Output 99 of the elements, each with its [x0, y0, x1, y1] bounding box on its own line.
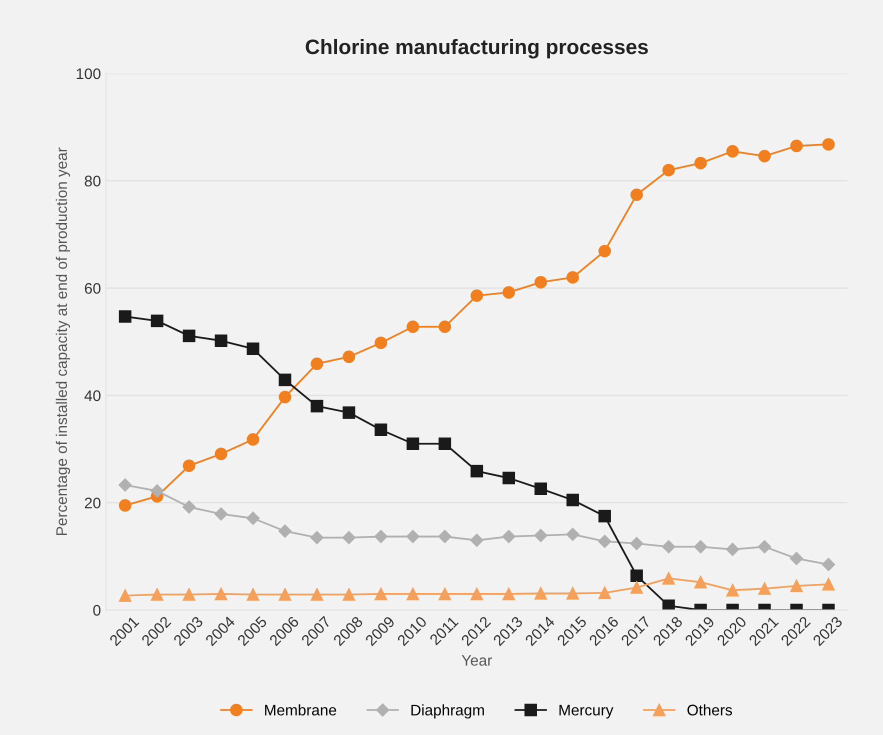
point	[150, 314, 164, 328]
point	[790, 580, 803, 592]
point	[758, 150, 771, 162]
y-tick-label: 80	[84, 176, 101, 186]
point	[694, 156, 707, 170]
legend-label: Diaphragm	[411, 704, 484, 719]
point	[822, 578, 835, 591]
point	[502, 472, 516, 484]
point	[662, 600, 675, 610]
point	[662, 540, 676, 554]
point	[310, 400, 324, 412]
point	[118, 310, 132, 323]
point	[502, 286, 516, 299]
point	[566, 528, 580, 541]
point	[598, 244, 611, 258]
y-tick-label: 40	[84, 390, 101, 402]
chart-title: Chlorine manufacturing processes	[306, 38, 648, 58]
point	[534, 482, 548, 496]
point	[214, 507, 228, 521]
point	[630, 536, 644, 550]
point	[278, 524, 292, 538]
point	[598, 534, 612, 548]
point	[150, 484, 164, 498]
point	[310, 358, 324, 370]
point	[534, 587, 548, 600]
legend-label: Others	[687, 704, 732, 716]
point	[214, 448, 228, 460]
point	[822, 558, 836, 572]
point	[502, 530, 516, 544]
point	[630, 569, 643, 582]
point	[182, 330, 196, 342]
point	[118, 589, 132, 602]
point	[246, 588, 260, 601]
point	[470, 534, 484, 547]
point	[566, 494, 579, 506]
point	[502, 588, 516, 600]
point	[662, 572, 675, 585]
point	[598, 586, 611, 600]
point	[406, 320, 420, 333]
point	[726, 584, 739, 596]
point	[822, 138, 835, 151]
y-tick-label: 0	[93, 604, 100, 616]
point	[726, 145, 739, 158]
point	[150, 588, 164, 601]
point	[374, 336, 388, 350]
point	[182, 588, 196, 601]
point	[182, 459, 196, 472]
point	[438, 530, 452, 544]
point	[374, 530, 388, 544]
point	[438, 588, 452, 600]
point	[598, 510, 611, 522]
point	[374, 588, 388, 600]
point	[406, 588, 420, 600]
y-axis-title: Percentage of installed capacity at end of production year	[56, 148, 70, 535]
point	[758, 540, 772, 554]
point	[246, 433, 260, 446]
point	[342, 406, 356, 419]
point	[374, 424, 388, 436]
point	[470, 464, 484, 478]
point	[790, 552, 804, 566]
point	[342, 531, 356, 544]
legend-label: Mercury	[559, 704, 614, 719]
point	[470, 588, 484, 600]
point	[406, 437, 420, 450]
point	[566, 587, 579, 600]
point	[342, 588, 356, 601]
point	[566, 271, 579, 284]
point	[406, 530, 420, 544]
point	[758, 582, 771, 595]
legend-label: Membrane	[265, 704, 336, 716]
x-axis-title: Year	[462, 655, 492, 666]
point	[278, 374, 292, 386]
point	[214, 334, 228, 347]
y-tick-label: 60	[84, 282, 101, 294]
point	[118, 499, 132, 512]
point	[214, 588, 228, 600]
point	[694, 540, 708, 554]
point	[278, 390, 292, 404]
point	[438, 320, 452, 333]
point	[662, 164, 675, 176]
point	[694, 576, 707, 588]
point	[726, 542, 740, 556]
point	[630, 188, 643, 202]
point	[246, 512, 260, 525]
point	[438, 437, 452, 450]
point	[182, 500, 196, 514]
point	[310, 588, 324, 601]
point	[470, 289, 484, 302]
point	[118, 478, 132, 492]
y-tick-label: 20	[84, 498, 101, 508]
point	[534, 528, 548, 542]
point	[630, 581, 643, 594]
point	[278, 588, 292, 601]
point	[310, 531, 324, 544]
point	[342, 350, 356, 364]
y-tick-label: 100	[76, 68, 101, 80]
point	[246, 342, 260, 355]
point	[534, 276, 548, 288]
point	[790, 140, 803, 152]
